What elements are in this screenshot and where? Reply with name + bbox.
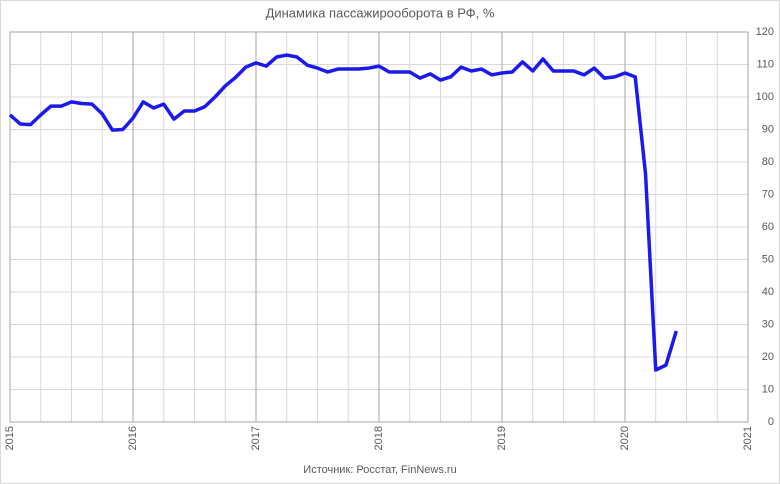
y-tick-label: 120 bbox=[756, 26, 774, 38]
y-tick-label: 50 bbox=[762, 253, 774, 265]
plot-area bbox=[9, 31, 749, 423]
y-tick-label: 60 bbox=[762, 221, 774, 233]
y-tick-label: 40 bbox=[762, 286, 774, 298]
y-tick-label: 80 bbox=[762, 156, 774, 168]
data-line bbox=[8, 53, 678, 372]
y-tick-label: 70 bbox=[762, 188, 774, 200]
x-tick-label: 2018 bbox=[373, 426, 385, 450]
y-tick-label: 20 bbox=[762, 351, 774, 363]
x-tick-label: 2017 bbox=[250, 426, 262, 450]
x-tick-label: 2015 bbox=[4, 426, 16, 450]
y-tick-label: 90 bbox=[762, 123, 774, 135]
source-note: Источник: Росстат, FinNews.ru bbox=[303, 464, 456, 476]
y-tick-label: 30 bbox=[762, 318, 774, 330]
x-tick-label: 2020 bbox=[619, 426, 631, 450]
chart-title: Динамика пассажирооборота в РФ, % bbox=[266, 5, 495, 20]
y-tick-label: 100 bbox=[756, 91, 774, 103]
y-tick-label: 110 bbox=[756, 58, 774, 70]
y-tick-label: 0 bbox=[768, 416, 774, 428]
x-tick-label: 2016 bbox=[127, 426, 139, 450]
x-tick-label: 2021 bbox=[742, 426, 754, 450]
x-tick-label: 2019 bbox=[496, 426, 508, 450]
y-tick-label: 10 bbox=[762, 383, 774, 395]
